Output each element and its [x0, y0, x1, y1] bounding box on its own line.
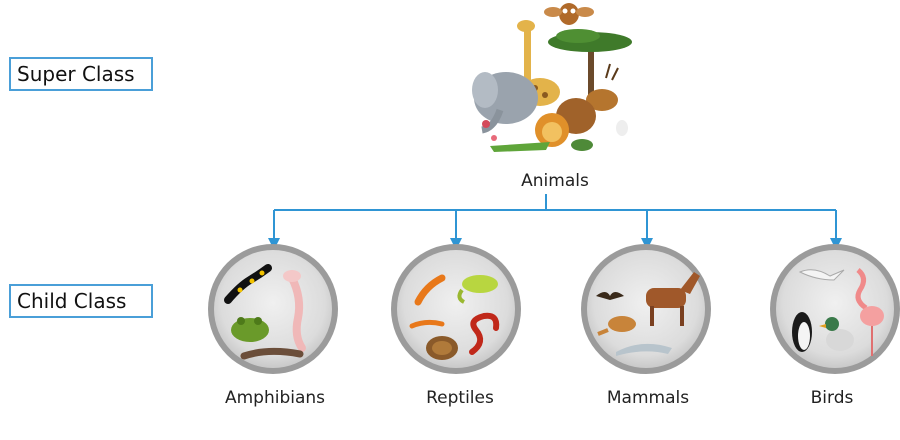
kangaroo-icon: [597, 316, 636, 336]
animals-group-icon: [472, 3, 632, 152]
flamingo-icon: [855, 268, 884, 356]
child-caption-amphibians: Amphibians: [224, 388, 326, 408]
child-caption-mammals: Mammals: [606, 388, 690, 408]
seagull-icon: [798, 269, 845, 281]
salamander-icon: [224, 264, 272, 304]
child-caption-birds: Birds: [810, 388, 854, 408]
snake-icon: [469, 312, 500, 355]
connector-lines: [268, 194, 842, 250]
bat-icon: [596, 292, 624, 300]
super-class-label: Super Class: [9, 57, 153, 91]
gecko-icon: [414, 274, 446, 306]
duck-icon: [819, 317, 854, 351]
axolotl-icon: [283, 270, 306, 352]
dolphin-icon: [616, 343, 672, 356]
penguin-icon: [792, 312, 812, 352]
root-caption: Animals: [521, 171, 589, 191]
amphibians-node: [208, 244, 338, 374]
reptiles-node: [391, 244, 521, 374]
child-caption-reptiles: Reptiles: [426, 388, 494, 408]
horse-icon: [646, 272, 700, 326]
turtle-icon: [426, 336, 458, 360]
frog-icon: [231, 317, 269, 342]
lizard-icon: [409, 319, 445, 329]
newt-icon: [240, 347, 304, 360]
mammals-node: [581, 244, 711, 374]
birds-node: [770, 244, 900, 374]
child-class-label: Child Class: [9, 284, 153, 318]
chameleon-icon: [457, 275, 498, 304]
